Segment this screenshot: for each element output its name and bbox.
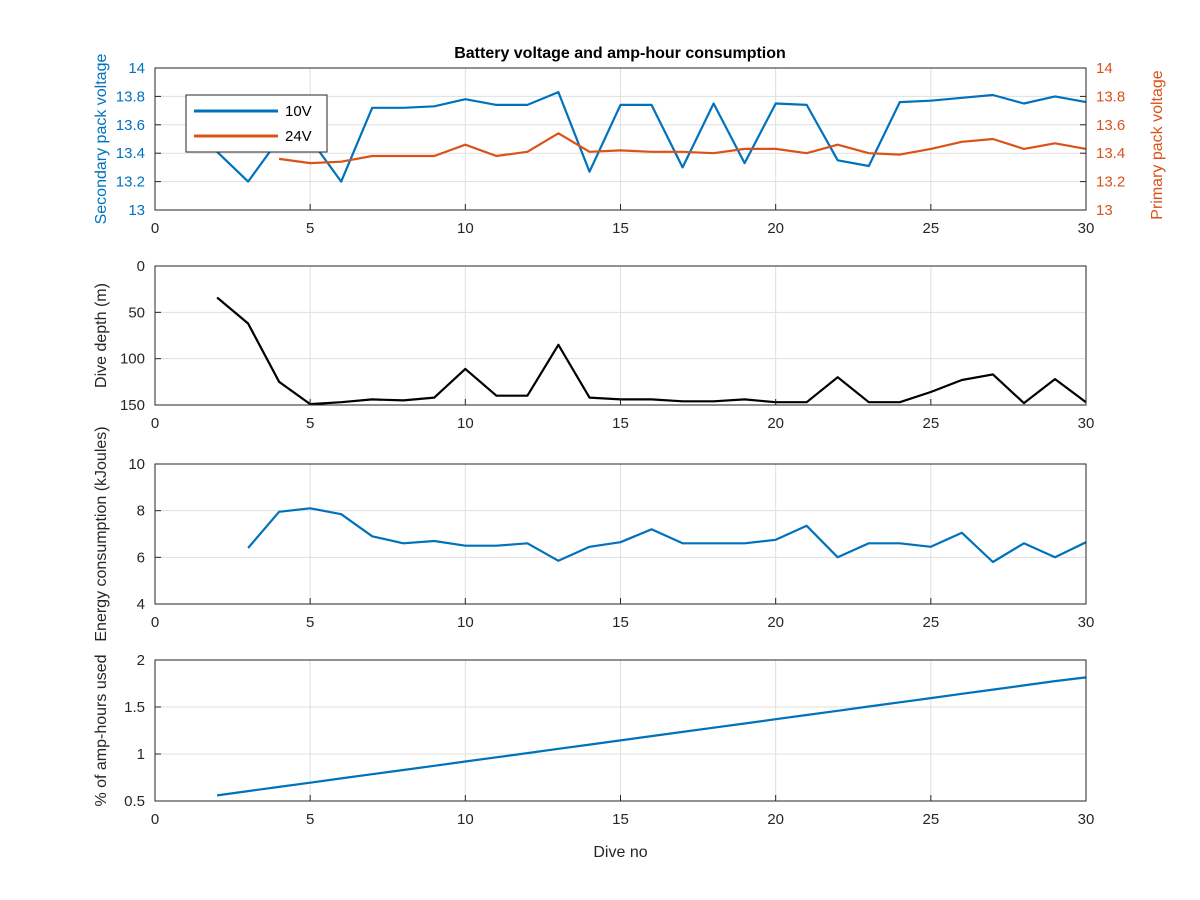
x-tick-label: 30 [1078, 415, 1095, 432]
series-line-1 [216, 296, 1087, 406]
legend-box [185, 94, 328, 153]
x-tick-label: 15 [612, 415, 629, 432]
figure-title: Battery voltage and amp-hour consumption [454, 45, 786, 62]
x-axis-label: Dive no [593, 844, 647, 861]
series-line-24v [278, 132, 1087, 165]
series-line-1 [247, 507, 1087, 564]
x-tick-label: 0 [151, 811, 159, 828]
x-tick-label: 0 [151, 415, 159, 432]
x-tick-label: 5 [306, 415, 314, 432]
x-tick-label: 20 [767, 614, 784, 631]
y-tick-label: 2 [137, 652, 145, 669]
x-tick-label: 0 [151, 614, 159, 631]
y-tick-label: 0 [137, 258, 145, 275]
x-tick-label: 5 [306, 220, 314, 237]
y-tick-label: 1.5 [124, 699, 145, 716]
y-axis-label-right: Primary pack voltage [1149, 70, 1166, 219]
y-tick-label: 150 [120, 397, 145, 414]
y-tick-label: 14 [128, 60, 145, 77]
y-tick-label: 6 [137, 549, 145, 566]
x-tick-label: 10 [457, 220, 474, 237]
x-tick-label: 20 [767, 415, 784, 432]
x-tick-label: 10 [457, 614, 474, 631]
y-tick-label: 0.5 [124, 793, 145, 810]
y-axis-label: % of amp-hours used [93, 654, 110, 806]
x-tick-label: 25 [922, 811, 939, 828]
x-tick-label: 15 [612, 811, 629, 828]
x-tick-label: 30 [1078, 811, 1095, 828]
x-tick-label: 20 [767, 811, 784, 828]
x-tick-label: 30 [1078, 614, 1095, 631]
legend-label-10v: 10V [285, 103, 312, 120]
y-tick-label: 13 [128, 202, 145, 219]
y-tick-label: 13.2 [116, 174, 145, 191]
x-tick-label: 25 [922, 415, 939, 432]
y-right-tick-label: 13.8 [1096, 88, 1125, 105]
x-tick-label: 10 [457, 415, 474, 432]
chart-panel-4: 0 5 10 15 20 25 30 0.5 1 1.5 2 % of amp-hours used D… [93, 652, 1094, 861]
y-axis-label: Dive depth (m) [93, 283, 110, 388]
x-tick-label: 5 [306, 811, 314, 828]
chart-panel-2: 0 5 10 15 20 25 30 0 50 100 150 Dive depth (m) [93, 258, 1094, 432]
x-tick-label: 15 [612, 220, 629, 237]
series-line-1 [216, 676, 1087, 797]
chart-panel-1: 0 5 10 15 20 25 301313.213.413.613.8141313.213… [93, 54, 1166, 237]
y-tick-label: 10 [128, 456, 145, 473]
y-right-tick-label: 13.6 [1096, 117, 1125, 134]
chart-panel-3: 0 5 10 15 20 25 30 4 6 8 10 Energy consumption (kJo… [93, 426, 1094, 641]
x-tick-label: 5 [306, 614, 314, 631]
series-line-10v [216, 90, 1087, 183]
y-tick-label: 13.4 [116, 145, 145, 162]
y-right-tick-label: 13 [1096, 202, 1113, 219]
y-tick-label: 50 [128, 304, 145, 321]
y-axis-label: Energy consumption (kJoules) [93, 426, 110, 641]
y-axis-label: Secondary pack voltage [93, 54, 110, 225]
y-right-tick-label: 13.4 [1096, 145, 1125, 162]
y-tick-label: 100 [120, 351, 145, 368]
y-tick-label: 13.8 [116, 88, 145, 105]
x-tick-label: 20 [767, 220, 784, 237]
x-tick-label: 25 [922, 614, 939, 631]
y-tick-label: 8 [137, 503, 145, 520]
y-tick-label: 1 [137, 746, 145, 763]
x-tick-label: 0 [151, 220, 159, 237]
x-tick-label: 30 [1078, 220, 1095, 237]
y-tick-label: 13.6 [116, 117, 145, 134]
legend-label-24v: 24V [285, 128, 312, 145]
x-tick-label: 10 [457, 811, 474, 828]
y-tick-label: 4 [137, 596, 145, 613]
x-tick-label: 25 [922, 220, 939, 237]
y-right-tick-label: 14 [1096, 60, 1113, 77]
y-right-tick-label: 13.2 [1096, 174, 1125, 191]
x-tick-label: 15 [612, 614, 629, 631]
